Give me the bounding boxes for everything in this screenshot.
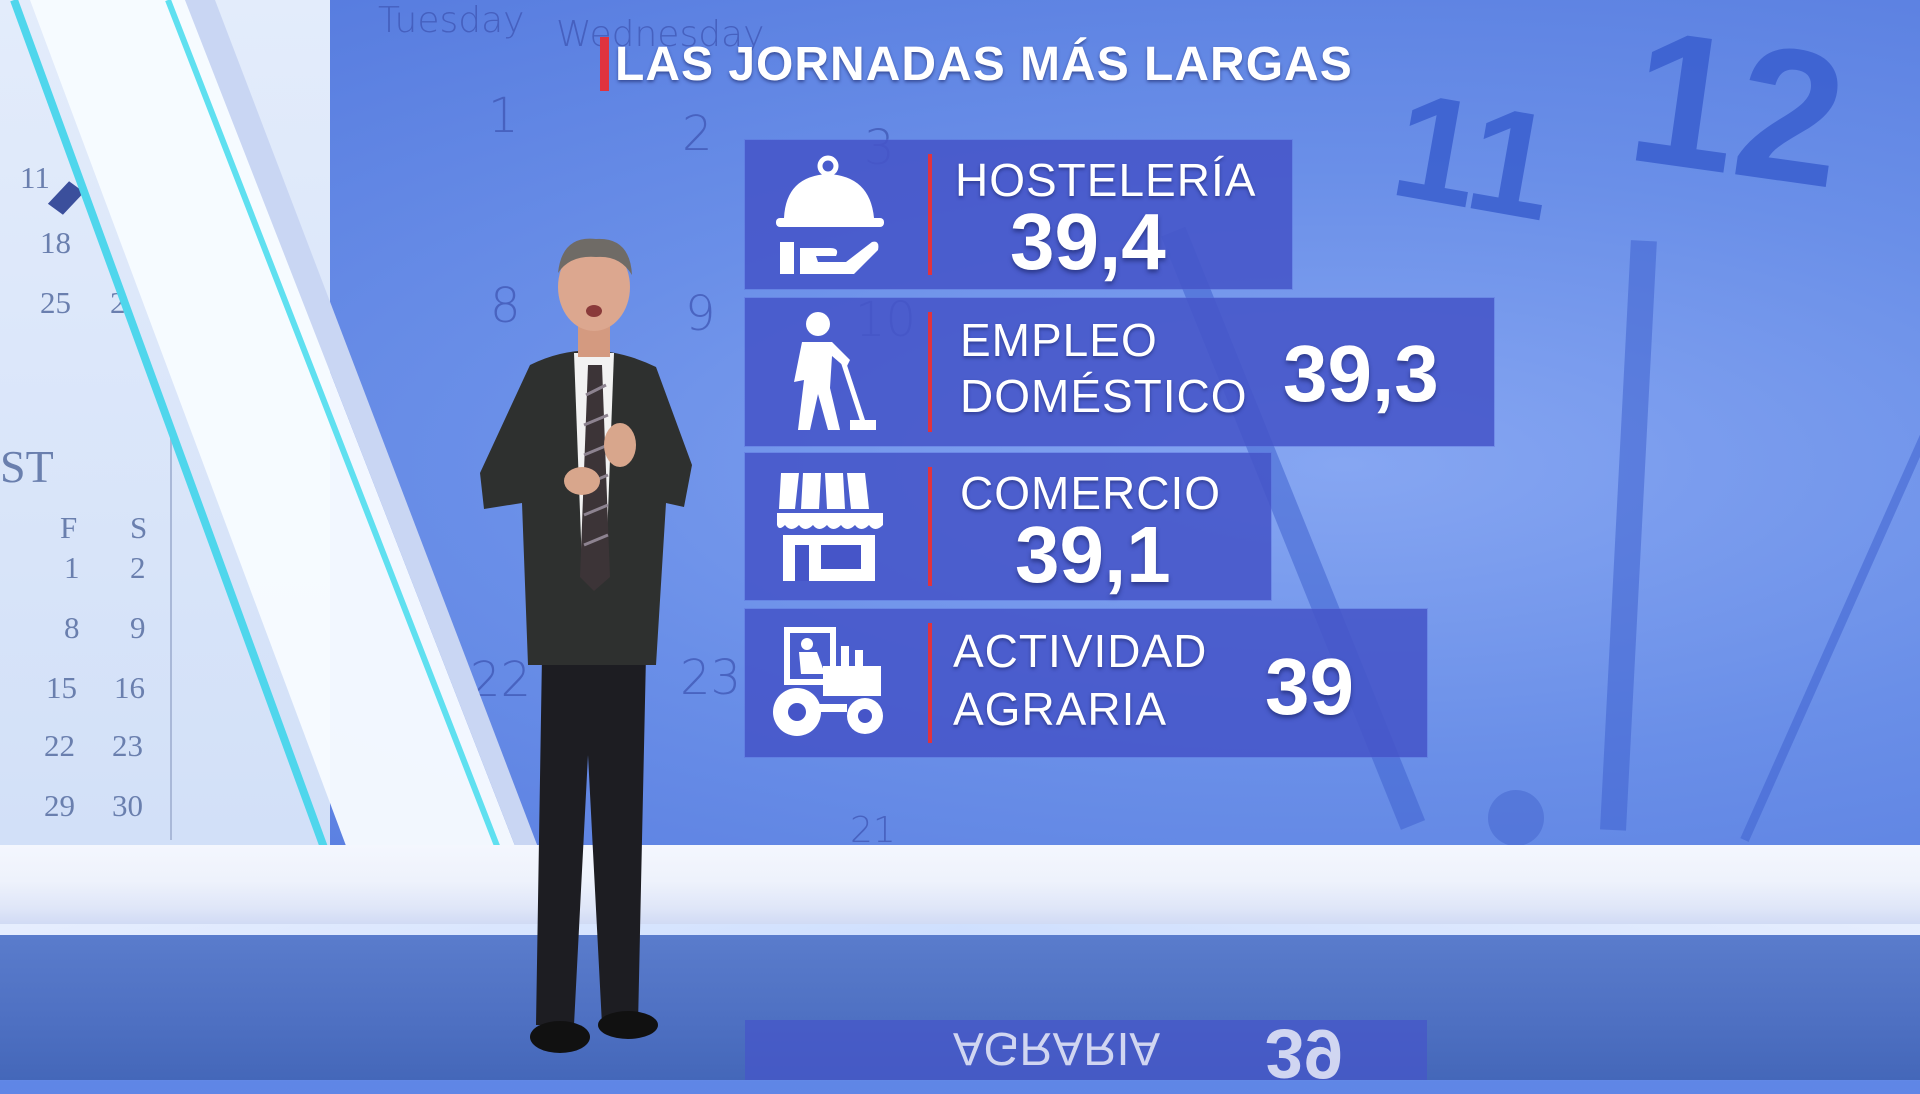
stat-card-actividad-agraria: ACTIVIDAD AGRARIA 39 (745, 609, 1427, 757)
stat-card-hosteleria: HOSTELERÍA 39,4 (745, 140, 1292, 289)
calendar-number: 18 (40, 225, 71, 260)
clock-center (1488, 790, 1544, 845)
calendar-day-name: Wednesday (556, 14, 765, 55)
card-label-line2: AGRARIA (953, 683, 1168, 735)
reflection-label: AGRARIA (953, 1023, 1161, 1075)
reflection-value: 39 (1265, 1015, 1343, 1093)
person-mopping-icon (767, 310, 892, 435)
stat-card-comercio: COMERCIO 39,1 (745, 453, 1271, 600)
card-label-line1: ACTIVIDAD (953, 625, 1208, 677)
calendar-number: 15 (46, 670, 77, 705)
card-value: 39 (1265, 642, 1354, 731)
title-text: LAS JORNADAS MÁS LARGAS (615, 37, 1353, 91)
card-separator (928, 312, 932, 432)
calendar-number: 2 (110, 285, 126, 320)
stage-edge (0, 845, 1920, 935)
side-calendar-panel: 11 18 25 2 ST F S 1 2 8 9 15 16 22 23 29… (0, 0, 330, 845)
stat-card-empleo-domestico: EMPLEO DOMÉSTICO 39,3 (745, 298, 1494, 446)
stage-light-strip (0, 924, 1920, 936)
card-value: 39,1 (1015, 510, 1171, 599)
card-label: HOSTELERÍA (955, 154, 1257, 206)
cloche-serving-icon (767, 152, 892, 277)
calendar-number: 22 (44, 728, 75, 763)
clock-number-11: 11 (1381, 59, 1568, 253)
calendar-weekday-header: S (130, 510, 148, 545)
calendar-number: 16 (114, 670, 145, 705)
calendar-day-name: Tuesday (378, 0, 525, 41)
card-label-line2: DOMÉSTICO (960, 370, 1248, 422)
calendar-month-fragment: ST (0, 441, 54, 492)
calendar-number: 30 (112, 788, 143, 823)
card-label-line1: EMPLEO (960, 314, 1158, 366)
calendar-number: 23 (680, 650, 742, 706)
calendar-number: 9 (685, 286, 716, 342)
calendar-number: 2 (682, 106, 713, 162)
calendar-number: 21 (850, 810, 896, 845)
calendar-number: 2 (130, 550, 146, 585)
calendar-number: 25 (40, 285, 71, 320)
title-accent-bar (600, 37, 609, 91)
tractor-icon (767, 621, 892, 746)
clock-second-hand (1740, 162, 1920, 842)
card-separator (928, 623, 932, 743)
calendar-number: 1 (64, 550, 80, 585)
card-reflection: AGRARIA 39 (745, 1015, 1427, 1093)
card-separator (928, 154, 932, 275)
graphic-title: LAS JORNADAS MÁS LARGAS (600, 36, 1353, 92)
card-label: COMERCIO (960, 467, 1221, 519)
calendar-number: 29 (44, 788, 75, 823)
clock-minute-hand (1600, 240, 1657, 831)
calendar-weekday-header: F (60, 510, 78, 545)
calendar-number: 11 (20, 160, 50, 195)
presenter (480, 238, 692, 1053)
calendar-divider (170, 420, 172, 840)
calendar-number: 9 (130, 610, 146, 645)
card-separator (928, 467, 932, 586)
card-value: 39,3 (1283, 329, 1439, 418)
clock-number-12: 12 (1618, 0, 1858, 229)
calendar-number: 23 (112, 728, 143, 763)
calendar-number: 8 (64, 610, 80, 645)
card-value: 39,4 (1010, 197, 1166, 286)
calendar-marker-icon (47, 181, 85, 215)
storefront-icon (767, 464, 892, 589)
calendar-number: 1 (488, 88, 519, 144)
